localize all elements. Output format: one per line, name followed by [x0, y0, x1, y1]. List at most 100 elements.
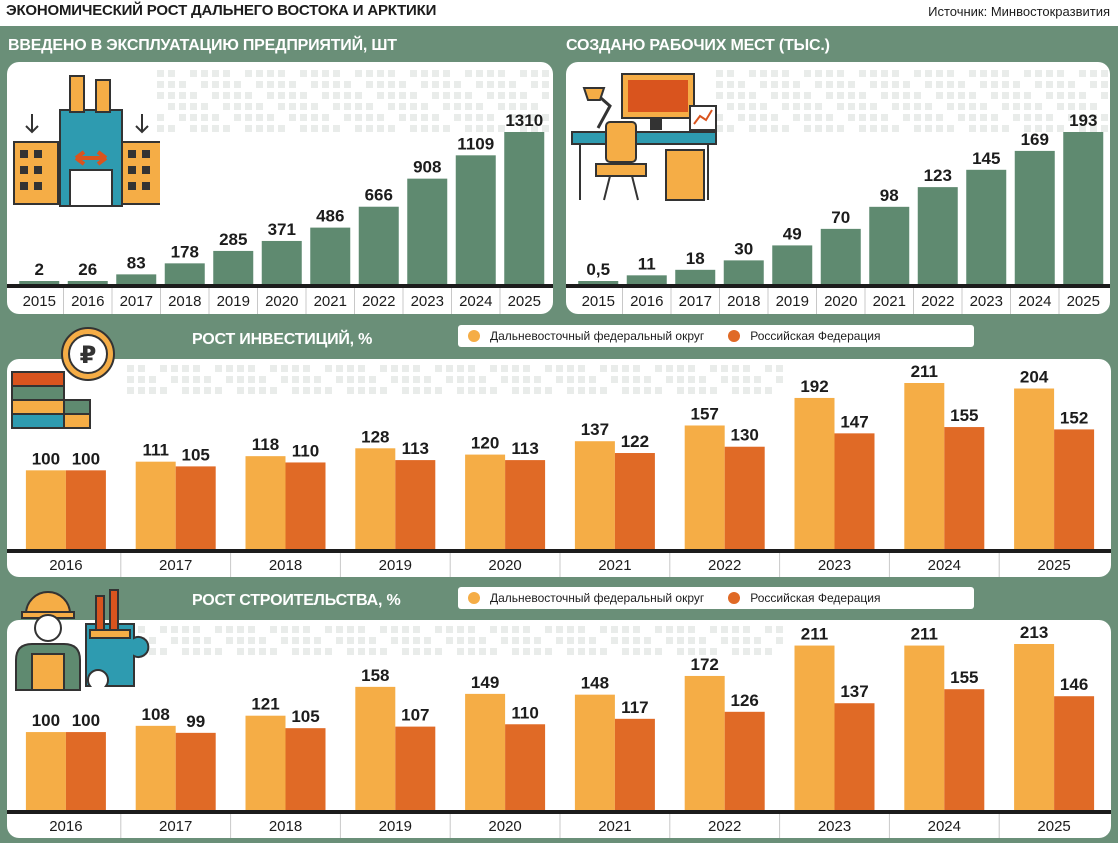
bar-dfo	[245, 456, 286, 549]
data-label: 157	[691, 404, 719, 423]
bar-rf	[65, 732, 106, 810]
bar-dfo	[465, 454, 506, 549]
bar-rf	[1054, 696, 1095, 810]
bar-dfo	[794, 397, 835, 549]
legend-construction: Дальневосточный федеральный округ Россий…	[458, 587, 974, 609]
bar-rf	[175, 466, 216, 549]
tick-label: 2015	[23, 293, 56, 310]
data-label: 486	[316, 207, 344, 226]
tick-label: 2016	[49, 818, 82, 835]
data-label: 49	[783, 224, 802, 243]
data-label: 137	[581, 420, 609, 439]
legend-dot-dfo	[468, 330, 480, 342]
chart-title-investments: РОСТ ИНВЕСТИЦИЙ, %	[192, 331, 373, 348]
legend-label-dfo: Дальневосточный федеральный округ	[490, 591, 705, 605]
svg-text:₽: ₽	[80, 342, 97, 369]
bar-dfo	[245, 715, 286, 810]
bar-dfo	[25, 732, 66, 810]
builder-puzzle-icon	[15, 589, 150, 691]
tick-label: 2018	[168, 293, 201, 310]
tick-label: 2019	[776, 293, 809, 310]
data-label: 152	[1060, 408, 1088, 427]
tick-label: 2018	[727, 293, 760, 310]
chart-title-construction: РОСТ СТРОИТЕЛЬСТВА, %	[192, 592, 401, 609]
tick-label: 2022	[708, 818, 741, 835]
bar-rf	[614, 718, 655, 810]
tick-label: 2025	[1067, 293, 1100, 310]
data-label: 155	[950, 668, 978, 687]
tick-label: 2022	[362, 293, 395, 310]
tick-label: 2016	[630, 293, 663, 310]
bar-rf	[834, 703, 875, 810]
x-axis-line	[566, 284, 1110, 288]
bar-rf	[395, 460, 436, 549]
bar	[310, 227, 351, 284]
bar-dfo	[135, 725, 176, 810]
data-label: 11	[638, 254, 656, 273]
legend-dot-dfo	[468, 592, 480, 604]
data-label: 908	[413, 158, 441, 177]
background-pixel-pattern	[127, 626, 783, 655]
bar	[820, 228, 861, 284]
background-pixel-pattern	[716, 70, 1108, 132]
data-label: 110	[511, 703, 538, 722]
data-label: 137	[840, 682, 868, 701]
bar-rf	[944, 427, 985, 549]
bar	[19, 281, 60, 284]
data-label: 1109	[457, 134, 494, 153]
data-label: 193	[1069, 111, 1097, 130]
bar-rf	[944, 689, 985, 810]
bar	[164, 263, 205, 284]
legend-dot-rf	[728, 592, 741, 604]
tick-label: 2023	[818, 818, 851, 835]
tick-label: 2023	[970, 293, 1003, 310]
bar-dfo	[904, 645, 945, 810]
tick-label: 2018	[269, 818, 302, 835]
data-label: 2	[35, 260, 44, 279]
data-label: 118	[252, 435, 279, 454]
data-label: 211	[801, 625, 828, 644]
data-label: 213	[1020, 623, 1048, 642]
tick-label: 2017	[679, 293, 712, 310]
x-axis-line	[7, 549, 1111, 553]
bar	[869, 206, 910, 284]
legend-label-rf: Российская Федерация	[750, 591, 881, 605]
bar-dfo	[355, 448, 396, 549]
header-bar: ЭКОНОМИЧЕСКИЙ РОСТ ДАЛЬНЕГО ВОСТОКА И АР…	[0, 0, 1118, 26]
bar-dfo	[355, 686, 396, 810]
data-label: 100	[72, 711, 100, 730]
bar-rf	[1054, 429, 1095, 549]
bar-dfo	[465, 693, 506, 810]
bar-dfo	[1014, 644, 1055, 810]
bar-rf	[285, 728, 326, 810]
bar-rf	[724, 711, 765, 810]
bar-dfo	[25, 470, 66, 549]
tick-label: 2022	[921, 293, 954, 310]
data-label: 100	[32, 449, 60, 468]
legend-investments: Дальневосточный федеральный округ Россий…	[458, 325, 974, 347]
data-label: 285	[219, 230, 247, 249]
legend-dot-rf	[728, 330, 741, 342]
chart-card-construction: 100 100 2016 108 99 2017 121 105 2018 158 107 2019 1…	[7, 620, 1111, 838]
tick-label: 2024	[1018, 293, 1051, 310]
data-label: 1310	[505, 111, 543, 130]
data-label: 110	[292, 441, 319, 460]
factory-icon	[13, 75, 160, 207]
bar	[455, 155, 496, 284]
data-label: 126	[731, 691, 759, 710]
bar	[1014, 150, 1055, 284]
bar-rf	[724, 446, 765, 549]
tick-label: 2017	[159, 557, 192, 574]
tick-label: 2021	[873, 293, 906, 310]
bar	[772, 245, 813, 284]
data-label: 18	[686, 249, 705, 268]
bar	[358, 206, 399, 284]
bar	[1063, 132, 1104, 284]
desk-workplace-icon	[571, 73, 717, 201]
chart-title-enterprises: ВВЕДЕНО В ЭКСПЛУАТАЦИЮ ПРЕДПРИЯТИЙ, ШТ	[8, 37, 397, 54]
data-label: 117	[621, 698, 648, 717]
data-label: 113	[511, 439, 538, 458]
data-label: 178	[171, 242, 199, 261]
bar	[407, 178, 448, 284]
ruble-coin-stack-icon: ₽	[11, 327, 115, 429]
